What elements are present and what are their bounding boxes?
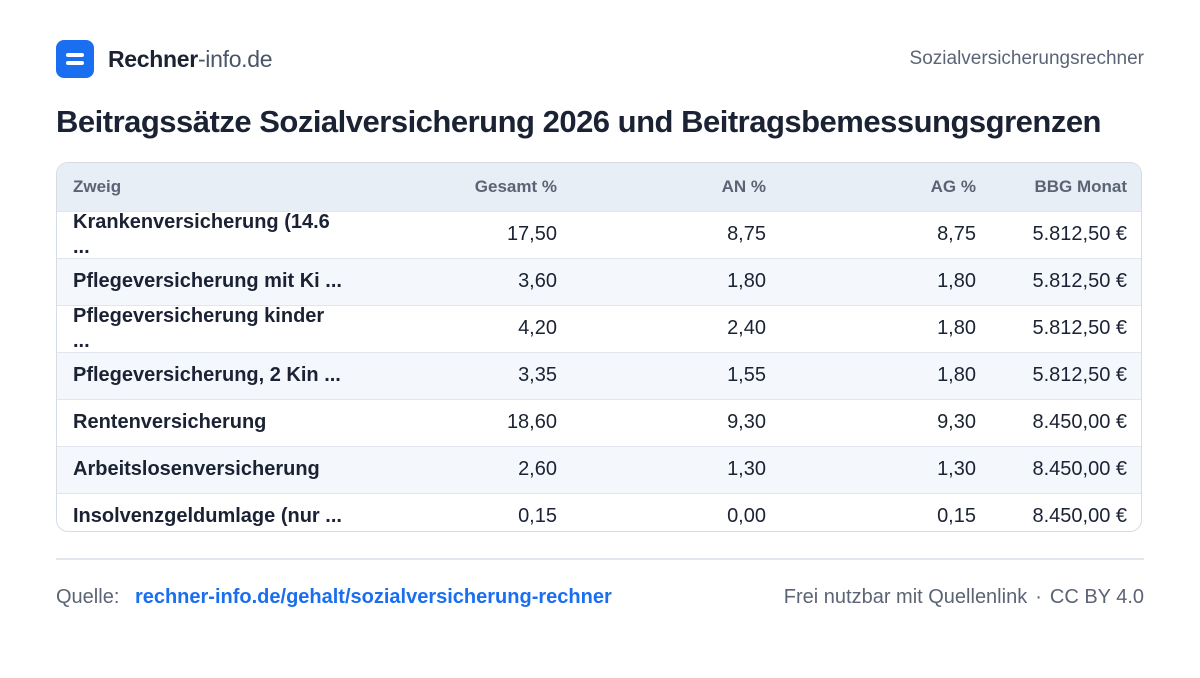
brand-name: Rechner-info.de: [108, 45, 273, 73]
cell-gesamt: 17,50: [367, 210, 573, 258]
cell-zweig: Pflegeversicherung, 2 Kin ...: [57, 351, 367, 399]
cell-bbg: 5.812,50 €: [992, 210, 1141, 258]
calculator-name[interactable]: Sozialversicherungsrechner: [909, 48, 1144, 69]
footer-divider: [56, 558, 1144, 560]
cell-gesamt: 2,60: [367, 445, 573, 493]
cell-bbg: 5.812,50 €: [992, 257, 1141, 305]
cell-ag: 1,30: [782, 445, 992, 493]
cell-zweig: Insolvenzgeldumlage (nur ...: [57, 492, 367, 531]
cell-an: 1,55: [573, 351, 782, 399]
cell-an: 1,30: [573, 445, 782, 493]
source: Quelle: rechner-info.de/gehalt/sozialver…: [56, 586, 612, 609]
cell-an: 9,30: [573, 398, 782, 446]
brand-name-main: Rechner: [108, 45, 198, 72]
logo-icon: [56, 40, 94, 78]
cell-zweig: Arbeitslosenversicherung: [57, 445, 367, 493]
cell-zweig: Pflegeversicherung mit Ki ...: [57, 257, 367, 305]
cell-ag: 1,80: [782, 257, 992, 305]
cell-zweig: Krankenversicherung (14.6 ...: [57, 210, 367, 258]
table-row: Arbeitslosenversicherung 2,60 1,30 1,30 …: [57, 445, 1141, 493]
cell-bbg: 5.812,50 €: [992, 351, 1141, 399]
cell-ag: 1,80: [782, 304, 992, 352]
cell-gesamt: 4,20: [367, 304, 573, 352]
brand-name-sub: -info.de: [197, 45, 273, 72]
license-label: CC BY 4.0: [1049, 585, 1144, 608]
table-row: Pflegeversicherung, 2 Kin ... 3,35 1,55 …: [57, 351, 1141, 399]
cell-gesamt: 18,60: [367, 398, 573, 446]
cell-gesamt: 3,35: [367, 351, 573, 399]
cell-gesamt: 0,15: [367, 492, 573, 531]
brand[interactable]: Rechner-info.de: [56, 40, 273, 78]
table-row: Pflegeversicherung mit Ki ... 3,60 1,80 …: [57, 257, 1141, 305]
page-header: Rechner-info.de Sozialversicherungsrechn…: [56, 40, 1144, 78]
cell-gesamt: 3,60: [367, 257, 573, 305]
cell-ag: 9,30: [782, 398, 992, 446]
table-row: Pflegeversicherung kinder ... 4,20 2,40 …: [57, 304, 1141, 352]
table-row: Insolvenzgeldumlage (nur ... 0,15 0,00 0…: [57, 492, 1141, 531]
source-label: Quelle:: [56, 585, 120, 608]
cell-an: 0,00: [573, 492, 782, 531]
column-header-ag: AG %: [782, 163, 992, 211]
cell-ag: 1,80: [782, 351, 992, 399]
cell-ag: 0,15: [782, 492, 992, 531]
cell-bbg: 5.812,50 €: [992, 304, 1141, 352]
page-footer: Quelle: rechner-info.de/gehalt/sozialver…: [56, 584, 1144, 610]
table-row: Rentenversicherung 18,60 9,30 9,30 8.450…: [57, 398, 1141, 446]
column-header-bbg: BBG Monat: [992, 163, 1141, 211]
source-link[interactable]: rechner-info.de/gehalt/sozialversicherun…: [134, 585, 612, 608]
usage-note: Frei nutzbar mit Quellenlink: [783, 585, 1028, 608]
column-header-an: AN %: [573, 163, 782, 211]
license-info: Frei nutzbar mit Quellenlink · CC BY 4.0: [784, 586, 1144, 609]
cell-bbg: 8.450,00 €: [992, 445, 1141, 493]
cell-an: 2,40: [573, 304, 782, 352]
separator: ·: [1035, 585, 1042, 608]
cell-zweig: Rentenversicherung: [57, 398, 367, 446]
cell-zweig: Pflegeversicherung kinder ...: [57, 304, 367, 352]
column-header-zweig: Zweig: [57, 163, 367, 211]
cell-bbg: 8.450,00 €: [992, 492, 1141, 531]
table-row: Krankenversicherung (14.6 ... 17,50 8,75…: [57, 210, 1141, 258]
rates-table: Zweig Gesamt % AN % AG % BBG Monat Krank…: [56, 162, 1142, 532]
column-header-gesamt: Gesamt %: [367, 163, 573, 211]
page-title: Beitragssätze Sozialversicherung 2026 un…: [56, 104, 1102, 139]
table-header-row: Zweig Gesamt % AN % AG % BBG Monat: [57, 163, 1141, 211]
cell-ag: 8,75: [782, 210, 992, 258]
cell-bbg: 8.450,00 €: [992, 398, 1141, 446]
cell-an: 8,75: [573, 210, 782, 258]
cell-an: 1,80: [573, 257, 782, 305]
